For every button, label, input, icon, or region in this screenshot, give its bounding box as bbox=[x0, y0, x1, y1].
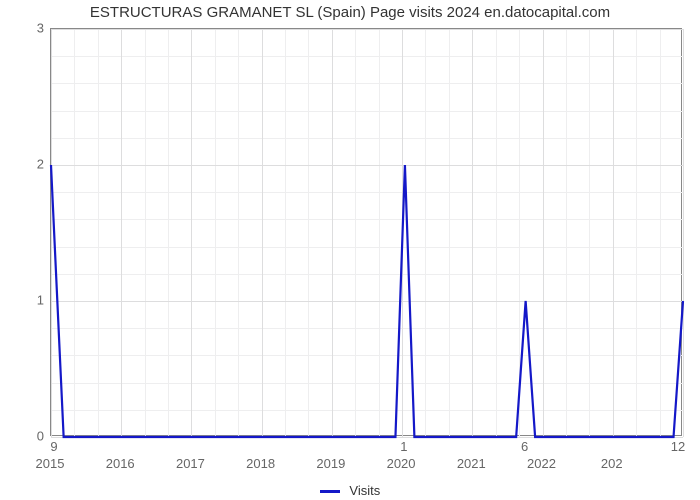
y-tick-label: 1 bbox=[14, 293, 44, 308]
x-tick-label: 2015 bbox=[36, 456, 65, 471]
y-tick-label: 2 bbox=[14, 157, 44, 172]
x-tick-label: 2018 bbox=[246, 456, 275, 471]
plot-area bbox=[50, 28, 682, 436]
legend: Visits bbox=[0, 483, 700, 498]
hover-label: 1 bbox=[400, 439, 407, 454]
x-tick-label: 2021 bbox=[457, 456, 486, 471]
y-tick-label: 0 bbox=[14, 429, 44, 444]
hover-label: 12 bbox=[671, 439, 685, 454]
x-tick-label: 2022 bbox=[527, 456, 556, 471]
hover-label: 6 bbox=[521, 439, 528, 454]
y-tick-label: 3 bbox=[14, 21, 44, 36]
x-tick-label: 2017 bbox=[176, 456, 205, 471]
hover-label: 9 bbox=[50, 439, 57, 454]
chart-title: ESTRUCTURAS GRAMANET SL (Spain) Page vis… bbox=[0, 4, 700, 21]
x-tick-label: 2016 bbox=[106, 456, 135, 471]
x-tick-label: 202 bbox=[601, 456, 623, 471]
x-tick-label: 2019 bbox=[316, 456, 345, 471]
series-line bbox=[51, 29, 683, 437]
chart-container: ESTRUCTURAS GRAMANET SL (Spain) Page vis… bbox=[0, 0, 700, 500]
legend-swatch bbox=[320, 490, 340, 493]
x-tick-label: 2020 bbox=[387, 456, 416, 471]
legend-label: Visits bbox=[349, 483, 380, 498]
